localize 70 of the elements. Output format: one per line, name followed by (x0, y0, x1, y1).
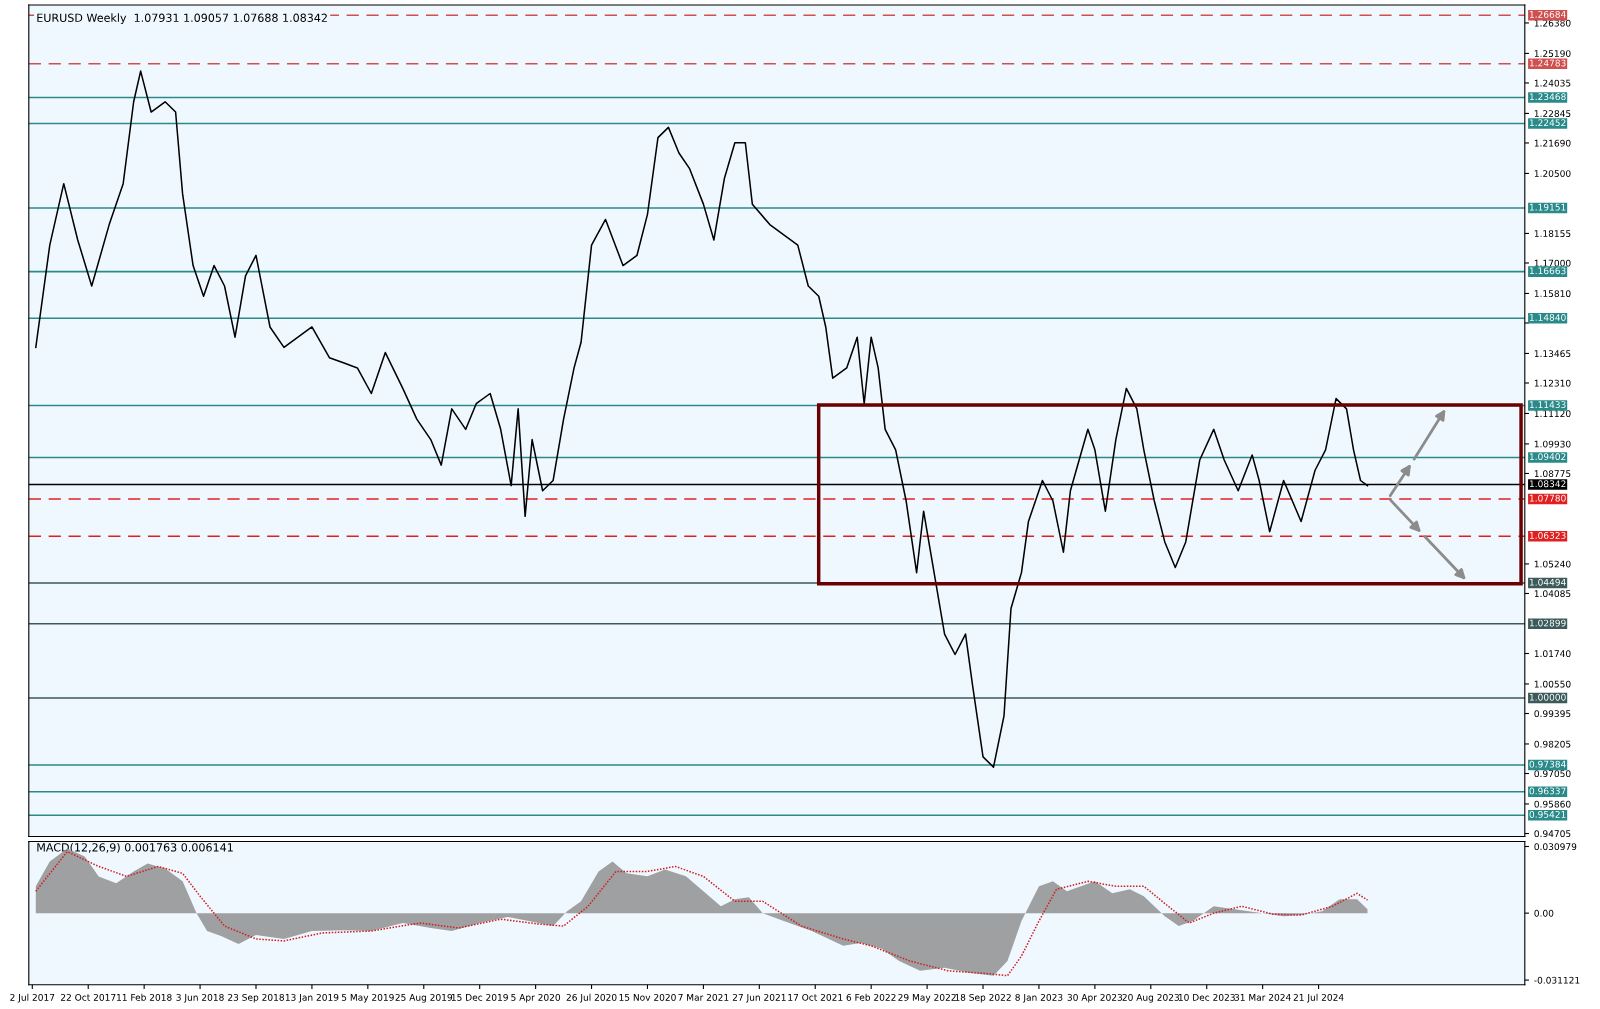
x-tick-label: 17 Oct 2021 (788, 993, 843, 1001)
x-tick-label: 27 Jun 2021 (732, 993, 786, 1003)
x-tick-label: 25 Aug 2019 (395, 993, 453, 1003)
y-tick-label: 1.12310 (1534, 379, 1571, 387)
y-tick-label: 1.21690 (1534, 139, 1571, 147)
x-tick-label: 15 Nov 2020 (619, 993, 676, 1001)
x-tick-label: 3 Jun 2018 (176, 993, 224, 1003)
y-tick-label: 1.22845 (1534, 110, 1571, 117)
y-tick-label: 1.01740 (1534, 650, 1571, 658)
y-tick-label: 0.94705 (1534, 830, 1571, 838)
ref-line-label: 1.00000 (1529, 693, 1566, 701)
x-tick-label: 11 Feb 2018 (117, 993, 172, 1001)
ref-line-label: 1.22452 (1529, 119, 1566, 127)
y-tick-label: 1.18155 (1534, 230, 1571, 237)
x-tick-label: 30 Apr 2023 (1067, 993, 1123, 1003)
y-tick-label: 1.25190 (1534, 50, 1571, 57)
ref-line-label: 1.14840 (1529, 314, 1566, 321)
x-tick-label: 29 May 2022 (898, 993, 956, 1003)
y-tick-label: -0.031121 (1534, 976, 1580, 984)
y-tick-label: 1.09930 (1534, 440, 1571, 448)
ref-line-label: 1.26684 (1529, 10, 1566, 18)
y-tick-label: 1.08775 (1534, 470, 1571, 478)
x-tick-label: 10 Dec 2023 (1178, 993, 1235, 1001)
ref-line-label: 1.16663 (1529, 267, 1566, 275)
ref-line-label: 0.95421 (1529, 810, 1566, 818)
x-tick-label: 2 Jul 2017 (10, 993, 55, 1003)
x-tick-label: 5 May 2019 (341, 993, 394, 1003)
x-tick-label: 8 Jan 2023 (1015, 993, 1063, 1003)
ref-line-label: 1.07780 (1529, 494, 1566, 502)
y-tick-label: 1.15810 (1534, 290, 1571, 297)
y-tick-label: 1.26380 (1534, 19, 1571, 27)
ref-line-label: 1.24783 (1529, 59, 1566, 67)
ref-line-label: 1.09402 (1529, 453, 1566, 461)
x-tick-label: 31 Mar 2024 (1234, 993, 1291, 1001)
x-tick-label: 20 Aug 2023 (1122, 993, 1179, 1003)
ref-line-label: 1.11433 (1529, 401, 1566, 409)
y-tick-label: 1.24035 (1534, 79, 1571, 87)
y-tick-label: 1.00550 (1534, 680, 1571, 688)
ref-line-label: 1.02899 (1529, 619, 1566, 627)
x-tick-label: 23 Sep 2018 (228, 993, 284, 1003)
x-tick-label: 22 Oct 2017 (60, 993, 116, 1001)
x-tick-label: 13 Jan 2019 (285, 993, 339, 1003)
chart-title: MACD(12,26,9) 0.001763 0.006141 (37, 842, 233, 853)
y-tick-label: 1.04085 (1534, 590, 1571, 598)
y-tick-label: 1.17000 (1534, 259, 1571, 267)
y-tick-label: 1.05240 (1534, 560, 1571, 568)
ref-line-label: 1.08342 (1529, 480, 1566, 488)
y-tick-label: 0.99395 (1534, 710, 1571, 718)
x-tick-label: 15 Dec 2019 (451, 993, 508, 1001)
y-tick-label: 1.13465 (1534, 350, 1571, 358)
ref-line-label: 1.23468 (1529, 93, 1566, 101)
x-tick-label: 5 Apr 2020 (511, 993, 561, 1003)
ref-line-label: 1.04494 (1529, 578, 1566, 586)
y-tick-label: 1.20500 (1534, 170, 1571, 177)
y-tick-label: 0.97050 (1534, 770, 1571, 778)
y-tick-label: 0.95860 (1534, 800, 1571, 808)
x-tick-label: 7 Mar 2021 (678, 993, 729, 1001)
y-tick-label: 1.11120 (1534, 410, 1571, 418)
x-tick-label: 6 Feb 2022 (846, 993, 896, 1001)
ref-line-label: 1.19151 (1529, 203, 1566, 211)
ref-line-label: 0.96337 (1529, 787, 1566, 795)
y-tick-label: 0.030979 (1534, 843, 1577, 851)
y-tick-label: 0.98205 (1534, 740, 1571, 748)
x-tick-label: 21 Jul 2024 (1293, 993, 1344, 1003)
x-tick-label: 18 Sep 2022 (955, 993, 1011, 1003)
text: EURUSD Weekly 1.07931 1.09057 1.07688 1.08342 (37, 13, 327, 25)
y-tick-label: 0.00 (1534, 909, 1554, 917)
ref-line-label: 1.06323 (1529, 532, 1566, 539)
x-tick-label: 26 Jul 2020 (566, 993, 617, 1003)
ref-line-label: 0.97384 (1529, 760, 1566, 768)
